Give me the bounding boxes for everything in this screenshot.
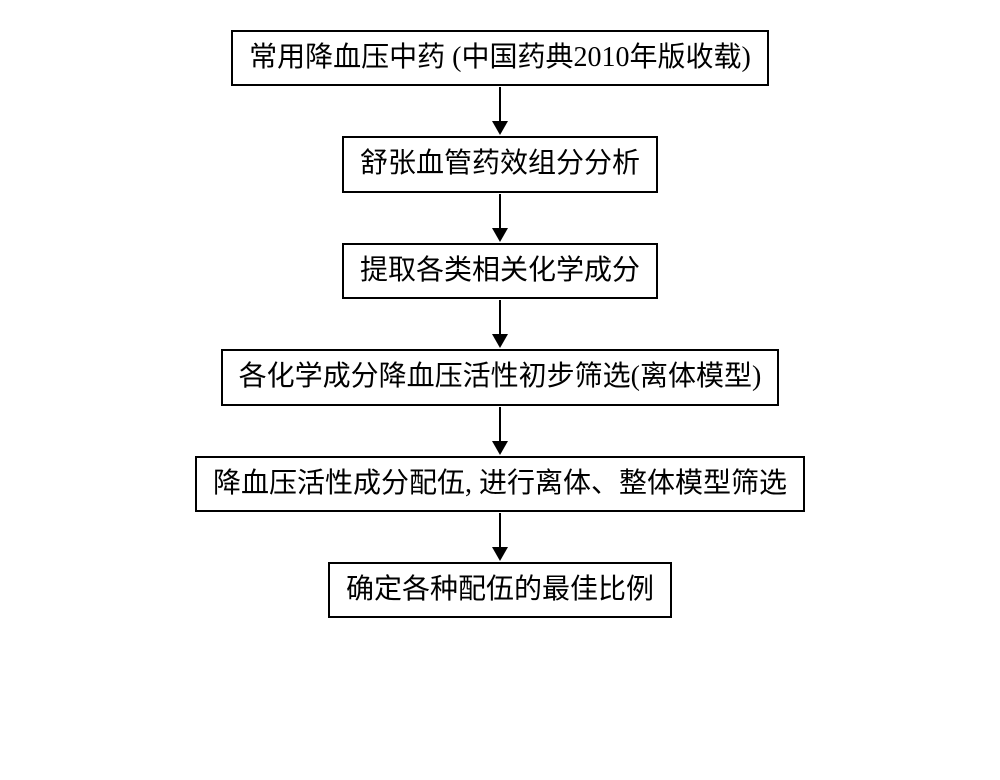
arrow-icon [492,193,508,243]
flowchart-node: 常用降血压中药 (中国药典2010年版收载) [231,30,769,86]
flowchart-node: 确定各种配伍的最佳比例 [328,562,672,618]
flowchart-node: 各化学成分降血压活性初步筛选(离体模型) [221,349,780,405]
flowchart-container: 常用降血压中药 (中国药典2010年版收载) 舒张血管药效组分分析 提取各类相关… [195,30,805,618]
arrow-icon [492,86,508,136]
flowchart-node: 降血压活性成分配伍, 进行离体、整体模型筛选 [195,456,805,512]
arrow-icon [492,406,508,456]
arrow-icon [492,299,508,349]
flowchart-node: 提取各类相关化学成分 [342,243,658,299]
flowchart-node: 舒张血管药效组分分析 [342,136,658,192]
arrow-icon [492,512,508,562]
